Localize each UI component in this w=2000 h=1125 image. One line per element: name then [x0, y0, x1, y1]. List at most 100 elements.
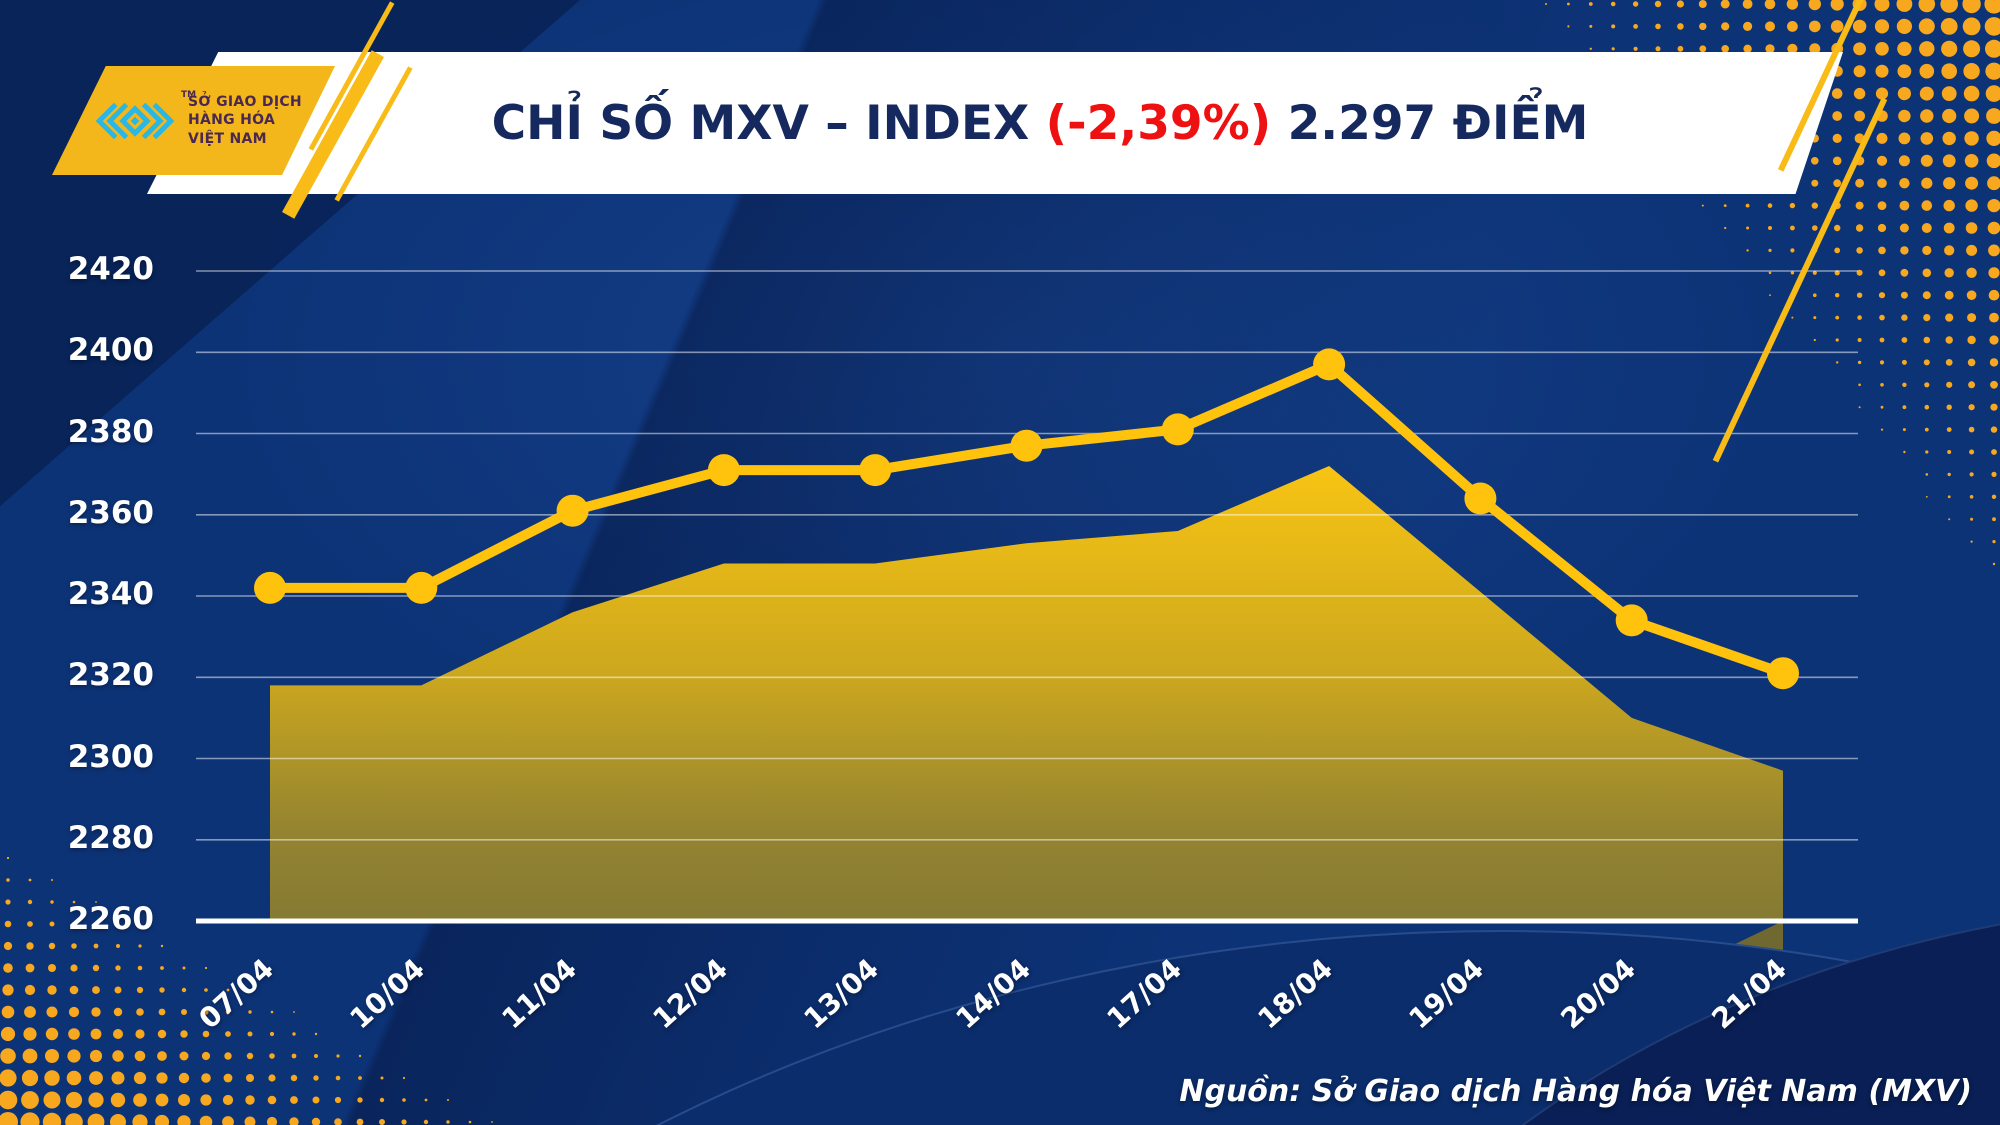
chart-shape — [1698, 0, 1707, 8]
chart-shape — [1964, 108, 1980, 124]
chart-shape — [91, 1007, 101, 1017]
chart-shape — [156, 1072, 168, 1084]
chart-shape — [182, 966, 186, 970]
data-point-marker — [405, 571, 438, 604]
x-axis-tick-label: 13/04 — [797, 952, 886, 1036]
chart-shape — [50, 900, 54, 904]
chart-shape — [1967, 313, 1977, 323]
logo-line-1: SỞ GIAO DỊCH — [188, 93, 302, 110]
chart-shape — [160, 944, 164, 948]
chart-shape — [95, 901, 97, 903]
chart-shape — [44, 1070, 60, 1086]
chart-shape — [1768, 271, 1772, 275]
chart-shape — [1922, 291, 1931, 300]
chart-shape — [24, 984, 36, 996]
chart-shape — [224, 1052, 232, 1060]
chart-shape — [380, 1076, 384, 1080]
chart-shape — [3, 963, 13, 973]
chart-shape — [358, 1054, 362, 1058]
chart-shape — [1813, 338, 1816, 342]
chart-shape — [222, 1116, 234, 1125]
chart-shape — [111, 1071, 125, 1085]
chart-shape — [113, 1029, 123, 1039]
chart-shape — [1964, 154, 1979, 168]
chart-shape — [1723, 204, 1727, 208]
chart-shape — [1856, 269, 1863, 276]
chart-shape — [358, 1076, 362, 1080]
chart-shape — [1831, 88, 1843, 99]
chart-shape — [179, 1051, 189, 1061]
chart-shape — [1946, 381, 1953, 388]
chart-shape — [1901, 359, 1907, 365]
chart-shape — [1922, 268, 1932, 278]
chart-shape — [1833, 179, 1842, 188]
chart-shape — [1991, 449, 1997, 455]
chart-shape — [1768, 248, 1772, 252]
chart-shape — [51, 879, 53, 881]
chart-shape — [1963, 40, 1981, 58]
chart-shape — [1968, 404, 1975, 411]
chart-shape — [246, 1052, 254, 1060]
chart-shape — [225, 1031, 231, 1037]
chart-shape — [1589, 47, 1593, 50]
chart-shape — [1945, 313, 1954, 322]
chart-shape — [1701, 204, 1704, 207]
chart-shape — [49, 921, 55, 927]
data-point-marker — [1615, 604, 1648, 637]
chart-shape — [6, 856, 10, 860]
chart-shape — [1832, 111, 1843, 121]
chart-shape — [1920, 109, 1934, 123]
chart-shape — [1880, 428, 1884, 431]
chart-shape — [244, 1116, 256, 1125]
chart-shape — [1835, 293, 1840, 298]
chart-shape — [1745, 203, 1750, 208]
chart-shape — [1856, 292, 1863, 298]
chart-shape — [1835, 315, 1840, 320]
chart-shape — [1941, 63, 1957, 79]
chart-shape — [336, 1054, 340, 1058]
chart-shape — [1811, 202, 1819, 209]
data-point-marker — [859, 454, 892, 487]
chart-shape — [1857, 315, 1862, 320]
chart-shape — [1809, 43, 1821, 55]
chart-shape — [1967, 335, 1976, 345]
chart-shape — [1832, 156, 1842, 166]
x-axis-tick-label: 17/04 — [1100, 952, 1188, 1036]
chart-shape — [1858, 406, 1861, 409]
chart-shape — [1854, 110, 1865, 122]
chart-shape — [1965, 222, 1978, 234]
data-point-marker — [1767, 657, 1799, 690]
chart-shape — [23, 1027, 37, 1041]
chart-shape — [1970, 517, 1974, 521]
chart-shape — [1898, 132, 1911, 145]
chart-shape — [1942, 108, 1957, 124]
chart-shape — [1769, 294, 1771, 297]
chart-shape — [1988, 244, 2000, 257]
trademark-mark: TM — [181, 90, 197, 100]
chart-shape — [226, 988, 230, 992]
chart-shape — [1986, 108, 2000, 124]
chart-shape — [1899, 223, 1909, 233]
chart-shape — [334, 1096, 342, 1104]
x-axis-tick-label: 12/04 — [646, 952, 734, 1036]
chart-shape — [181, 1009, 187, 1015]
chart-shape — [1764, 0, 1776, 10]
chart-shape — [27, 921, 33, 927]
chart-shape — [293, 1011, 295, 1013]
chart-shape — [1921, 177, 1933, 189]
chart-shape — [43, 1091, 61, 1109]
chart-shape — [178, 1094, 190, 1106]
chart-shape — [1925, 450, 1929, 454]
chart-shape — [160, 966, 164, 970]
chart-shape — [113, 1007, 123, 1017]
chart-shape — [1920, 132, 1934, 145]
chart-shape — [1898, 109, 1911, 123]
page-title: CHỈ SỐ MXV – INDEX (-2,39%) 2.297 ĐIỂM — [147, 52, 1843, 194]
chart-shape — [1966, 290, 1977, 301]
chart-shape — [1812, 225, 1818, 231]
chart-shape — [1970, 540, 1973, 543]
y-axis-tick-label: 2320 — [67, 657, 154, 694]
chart-shape — [1874, 0, 1890, 12]
chart-shape — [1943, 199, 1955, 212]
chart-shape — [1813, 316, 1817, 320]
